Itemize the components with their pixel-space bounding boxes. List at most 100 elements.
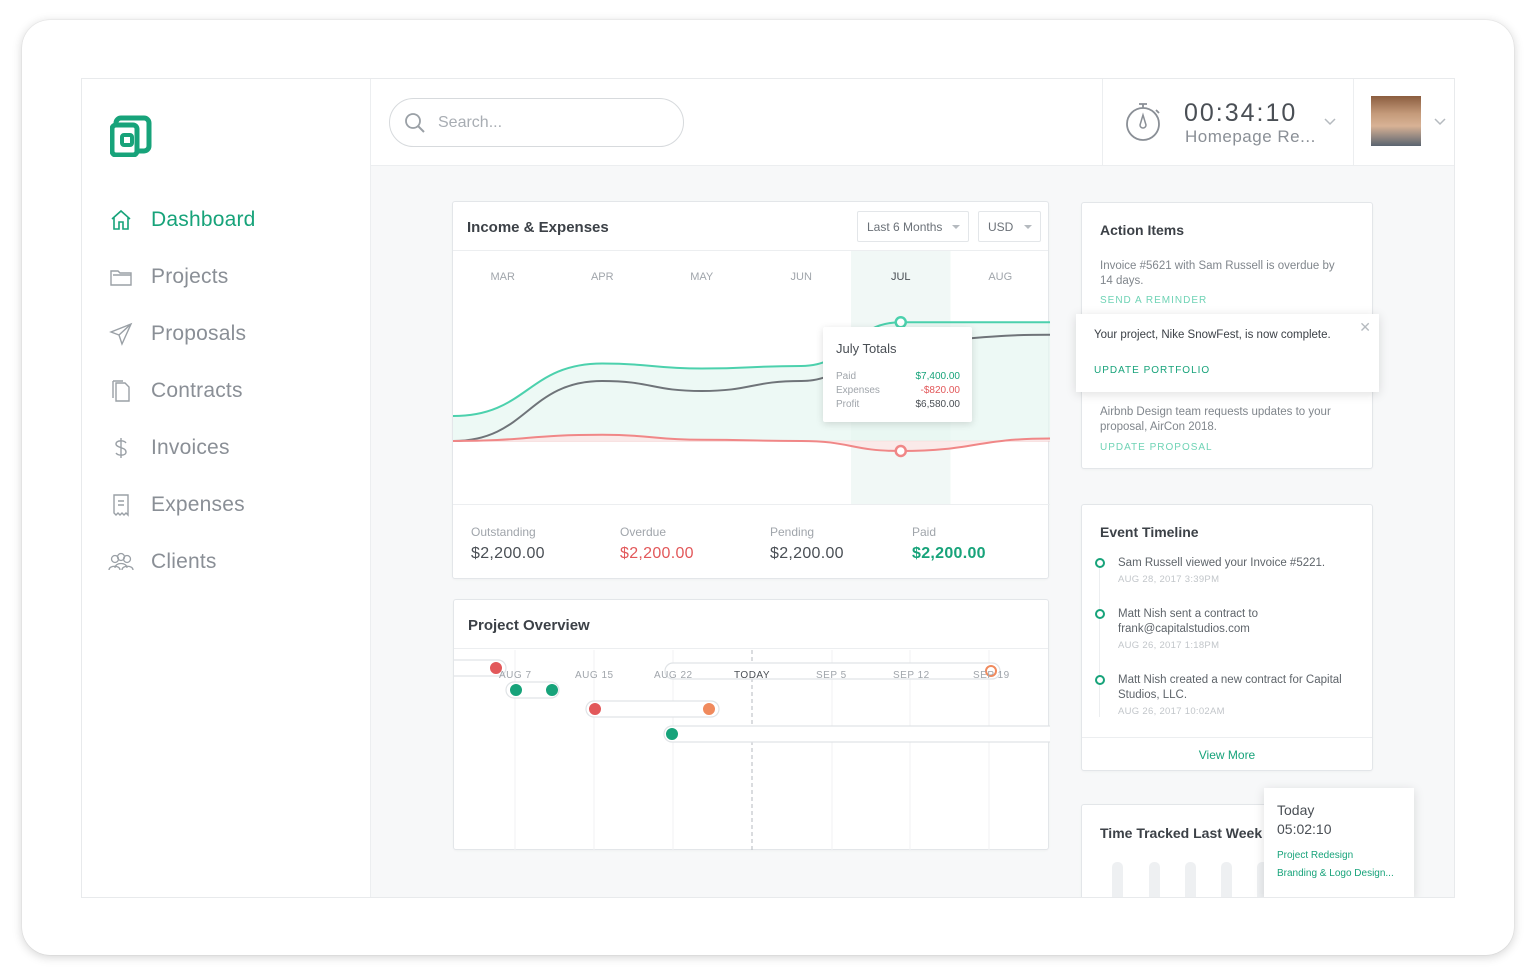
tooltip-row-profit: Profit $6,580.00	[836, 399, 960, 410]
stat-value: $2,200.00	[770, 545, 844, 562]
tooltip-row-paid: Paid $7,400.00	[836, 371, 960, 382]
card-title: Time Tracked Last Week	[1100, 825, 1263, 841]
range-dropdown[interactable]: Last 6 Months	[857, 211, 969, 242]
timeline-dot	[1095, 558, 1105, 568]
day-bar[interactable]	[1185, 862, 1196, 897]
currency-dropdown[interactable]: USD	[978, 211, 1041, 242]
chevron-down-icon[interactable]	[1323, 117, 1337, 127]
sidebar-item-label: Projects	[151, 264, 229, 288]
document-icon	[108, 378, 134, 404]
milestone-dot[interactable]	[490, 662, 502, 674]
close-icon[interactable]: ✕	[1359, 319, 1371, 335]
update-proposal-link[interactable]: UPDATE PROPOSAL	[1100, 442, 1213, 453]
stat-overdue[interactable]: Overdue $2,200.00	[620, 525, 694, 563]
sidebar-item-label: Expenses	[151, 492, 245, 516]
app-window: Dashboard Projects Proposals Contracts	[81, 78, 1455, 898]
tooltip-value: -$820.00	[920, 385, 960, 396]
event-timeline-card: Event Timeline Sam Russell viewed your I…	[1081, 504, 1373, 771]
stat-paid[interactable]: Paid $2,200.00	[912, 525, 986, 563]
sidebar-item-projects[interactable]: Projects	[108, 248, 256, 305]
series-point-expenses[interactable]	[894, 444, 907, 458]
milestone-dot[interactable]	[510, 684, 522, 696]
day-bar[interactable]	[1149, 862, 1160, 897]
card-title: Income & Expenses	[467, 219, 609, 236]
view-more-button[interactable]: View More	[1082, 737, 1372, 772]
project-bar[interactable]	[663, 725, 1050, 743]
month-label: JUL	[891, 271, 911, 283]
stat-outstanding[interactable]: Outstanding $2,200.00	[471, 525, 545, 563]
day-bar[interactable]	[1257, 862, 1268, 897]
timer-project: Homepage Re...	[1185, 127, 1316, 146]
timeline-date: SEP 12	[893, 670, 930, 681]
milestone-dot[interactable]	[589, 703, 601, 715]
tooltip-day: Today	[1277, 802, 1315, 818]
stat-label: Outstanding	[471, 525, 536, 539]
sidebar-item-proposals[interactable]: Proposals	[108, 305, 256, 362]
timeline-event[interactable]: Sam Russell viewed your Invoice #5221. AU…	[1118, 556, 1358, 585]
paper-plane-icon	[108, 321, 134, 347]
sidebar-item-label: Proposals	[151, 321, 247, 345]
time-tracker[interactable]: 00:34:10 Homepage Re...	[1102, 79, 1354, 165]
sidebar-item-invoices[interactable]: Invoices	[108, 419, 256, 476]
timeline-date: SEP 19	[973, 670, 1010, 681]
avatar[interactable]	[1371, 96, 1421, 146]
sidebar-item-label: Contracts	[151, 378, 243, 402]
sidebar-nav: Dashboard Projects Proposals Contracts	[108, 191, 256, 590]
event-text: Sam Russell viewed your Invoice #5221.	[1118, 557, 1326, 569]
dollar-icon	[108, 435, 134, 461]
card-title: Project Overview	[468, 617, 590, 634]
timeline-event[interactable]: Matt Nish sent a contract to frank@capit…	[1118, 607, 1358, 651]
timeline-line	[1099, 567, 1100, 717]
project-bar[interactable]	[585, 700, 720, 718]
tooltip-label: Expenses	[836, 385, 880, 396]
brand-logo-icon[interactable]	[109, 115, 152, 158]
timeline-date: AUG 22	[654, 670, 693, 681]
currency-label: USD	[988, 219, 1014, 234]
milestone-dot[interactable]	[666, 728, 678, 740]
milestone-dot[interactable]	[546, 684, 558, 696]
month-label: APR	[591, 271, 614, 283]
series-line-expenses	[453, 433, 1050, 453]
milestone-dot[interactable]	[985, 665, 997, 677]
card-header: Project Overview	[454, 600, 1048, 649]
event-date: AUG 26, 2017 10:02AM	[1118, 706, 1225, 717]
day-bar[interactable]	[1112, 862, 1123, 897]
event-text: Matt Nish sent a contract to frank@capit…	[1118, 608, 1258, 635]
timeline-date: SEP 5	[816, 670, 847, 681]
tooltip-label: Paid	[836, 371, 857, 382]
event-date: AUG 26, 2017 1:18PM	[1118, 640, 1220, 651]
search-input[interactable]: Search...	[389, 98, 684, 147]
sidebar-item-expenses[interactable]: Expenses	[108, 476, 256, 533]
month-label: AUG	[988, 271, 1012, 283]
event-text: Matt Nish created a new contract for Cap…	[1118, 674, 1342, 701]
card-header: Income & Expenses Last 6 Months USD	[453, 202, 1048, 251]
folder-icon	[108, 264, 134, 290]
milestone-dot[interactable]	[703, 703, 715, 715]
project-bar[interactable]	[664, 662, 1001, 680]
timeline-event[interactable]: Matt Nish created a new contract for Cap…	[1118, 673, 1358, 717]
day-bar[interactable]	[1221, 862, 1232, 897]
receipt-icon	[108, 492, 134, 518]
series-point-paid[interactable]	[894, 316, 907, 329]
update-portfolio-link[interactable]: UPDATE PORTFOLIO	[1094, 365, 1211, 376]
sidebar-item-dashboard[interactable]: Dashboard	[108, 191, 256, 248]
range-label: Last 6 Months	[867, 219, 943, 234]
month-label: JUN	[791, 271, 812, 283]
summary-stats: Outstanding $2,200.00 Overdue $2,200.00 Pe…	[453, 504, 1050, 579]
sidebar-item-clients[interactable]: Clients	[108, 533, 256, 590]
search-icon	[405, 112, 425, 133]
tooltip-project[interactable]: Branding & Logo Design...	[1277, 868, 1394, 879]
sidebar: Dashboard Projects Proposals Contracts	[82, 79, 371, 897]
chevron-down-icon[interactable]	[1433, 117, 1447, 127]
stat-value: $2,200.00	[471, 545, 545, 562]
send-reminder-link[interactable]: SEND A REMINDER	[1100, 295, 1208, 306]
tooltip-time: 05:02:10	[1277, 821, 1332, 837]
project-overview-card: Project Overview AUG 7 AUG 15 AUG 22 TOD…	[453, 599, 1050, 851]
tooltip-project[interactable]: Project Redesign	[1277, 850, 1354, 861]
stat-pending[interactable]: Pending $2,200.00	[770, 525, 844, 563]
sidebar-item-contracts[interactable]: Contracts	[108, 362, 256, 419]
timeline-date: AUG 7	[499, 670, 532, 681]
today-tooltip: Today 05:02:10 Project Redesign Branding…	[1264, 788, 1414, 897]
timer-time: 00:34:10	[1184, 99, 1298, 127]
timeline-date-today: TODAY	[734, 670, 771, 681]
